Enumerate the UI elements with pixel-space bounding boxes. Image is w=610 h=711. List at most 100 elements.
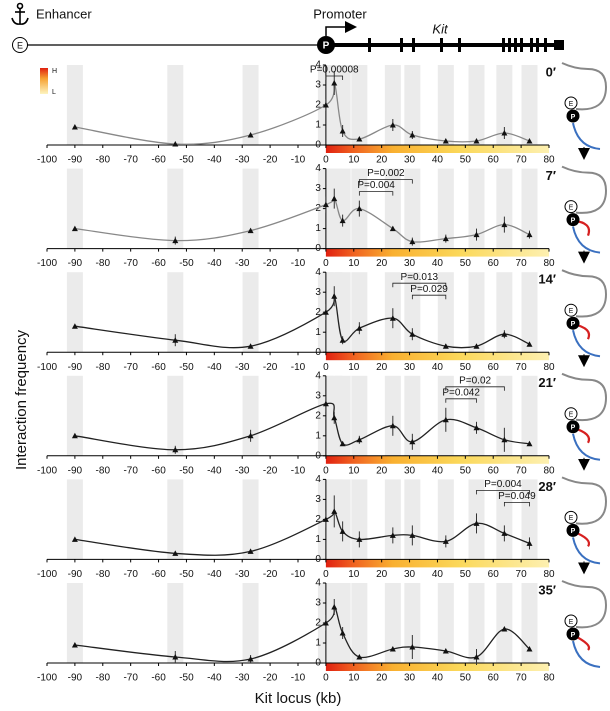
- probe-band: [351, 65, 368, 145]
- x-tick-label: 60: [488, 569, 500, 580]
- marker: [331, 414, 338, 421]
- enhancer-mark: E: [569, 515, 574, 522]
- nascent-rna: [572, 537, 601, 565]
- x-tick-label: -90: [68, 362, 83, 373]
- x-tick-label: -80: [96, 155, 111, 166]
- x-tick-label: -40: [207, 155, 222, 166]
- x-tick-label: -30: [235, 155, 250, 166]
- y-tick-label: 2: [315, 410, 321, 421]
- x-tick-label: 30: [404, 258, 416, 269]
- probe-band: [334, 272, 351, 353]
- probe-band: [334, 583, 351, 663]
- x-tick-label: 20: [376, 258, 388, 269]
- x-tick-label: 0: [323, 673, 329, 684]
- marker: [526, 540, 533, 546]
- probe-band: [404, 375, 421, 456]
- marker: [71, 536, 78, 542]
- marker: [389, 225, 396, 232]
- marker: [389, 532, 396, 538]
- marker: [339, 217, 346, 224]
- probe-band: [66, 375, 83, 456]
- nascent-rna: [572, 329, 601, 358]
- x-tick-label: 50: [460, 258, 472, 269]
- y-tick-label: 4: [315, 163, 321, 174]
- x-tick-label: -20: [263, 362, 278, 373]
- significance-bracket: [392, 282, 447, 288]
- x-tick-label: 10: [348, 362, 360, 373]
- marker: [473, 654, 480, 660]
- curve: [74, 81, 530, 145]
- heat-bar: [325, 248, 549, 257]
- significance-bracket: [358, 179, 413, 184]
- x-tick-label: 30: [404, 673, 416, 684]
- x-axis-title: Kit locus (kb): [255, 690, 342, 707]
- x-tick-label: -40: [207, 673, 222, 684]
- probe-band: [437, 583, 454, 663]
- nascent-rna: [572, 226, 601, 254]
- curve: [74, 197, 530, 243]
- y-tick-label: 4: [315, 370, 321, 381]
- probe-band: [404, 65, 421, 145]
- x-tick-label: 80: [543, 673, 555, 684]
- marker: [442, 538, 449, 544]
- promoter-mark: P: [571, 114, 576, 121]
- curve: [74, 294, 530, 349]
- x-tick-label: 60: [488, 362, 500, 373]
- x-tick-label: -90: [68, 155, 83, 166]
- marker: [247, 132, 254, 138]
- x-tick-label: 10: [348, 155, 360, 166]
- probe-band: [66, 272, 83, 353]
- p-value: P=0.042: [442, 387, 480, 398]
- enhancer-label: Enhancer: [36, 6, 92, 21]
- marker: [71, 432, 78, 439]
- significance-bracket: [411, 294, 447, 300]
- probe-band: [242, 168, 259, 249]
- x-tick-label: 50: [460, 569, 472, 580]
- marker: [339, 630, 346, 636]
- x-tick-label: -50: [179, 569, 194, 580]
- marker: [409, 238, 416, 245]
- probe-band: [384, 168, 401, 249]
- marker: [526, 646, 533, 652]
- probe-band: [167, 375, 184, 456]
- marker: [501, 626, 508, 632]
- marker: [172, 654, 179, 660]
- marker: [442, 416, 449, 423]
- marker: [409, 644, 416, 650]
- probe-band: [167, 479, 184, 560]
- marker: [356, 654, 363, 660]
- x-tick-label: -90: [68, 465, 83, 476]
- x-tick-label: 40: [432, 673, 444, 684]
- probe-band: [521, 479, 538, 560]
- y-tick-label: 1: [315, 534, 321, 545]
- x-tick-label: 20: [376, 569, 388, 580]
- marker: [339, 528, 346, 534]
- x-tick-label: -50: [179, 673, 194, 684]
- marker: [71, 323, 78, 329]
- x-tick-label: -30: [235, 673, 250, 684]
- y-tick-label: 2: [315, 307, 321, 318]
- x-tick-label: 40: [432, 465, 444, 476]
- enhancer-mark: E: [569, 204, 574, 211]
- marker: [247, 548, 254, 554]
- x-tick-label: -30: [235, 362, 250, 373]
- x-tick-label: 70: [516, 673, 528, 684]
- x-tick-label: -80: [96, 258, 111, 269]
- x-tick-label: 80: [543, 155, 555, 166]
- marker: [501, 530, 508, 536]
- x-tick-label: 80: [543, 465, 555, 476]
- y-tick-label: 3: [315, 287, 321, 298]
- y-tick-label: 4: [315, 60, 321, 71]
- x-tick-label: -10: [291, 569, 306, 580]
- marker: [409, 438, 416, 445]
- marker: [442, 343, 449, 349]
- x-tick-label: -90: [68, 258, 83, 269]
- promoter-circle: [566, 213, 580, 227]
- x-tick-label: 60: [488, 258, 500, 269]
- x-tick-label: -100: [37, 673, 57, 684]
- significance-bracket: [358, 191, 394, 196]
- promoter-mark: P: [323, 41, 330, 52]
- tss-arrow: [325, 21, 357, 36]
- marker: [71, 642, 78, 648]
- x-tick-label: 40: [432, 569, 444, 580]
